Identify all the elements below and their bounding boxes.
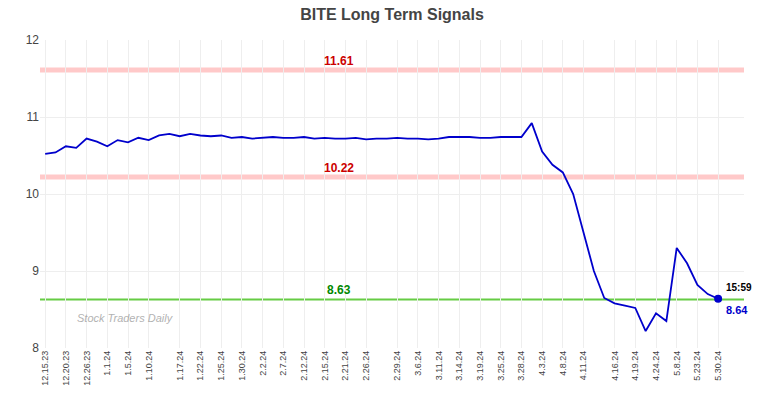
svg-text:2.29.24: 2.29.24: [392, 351, 402, 381]
svg-text:4.24.24: 4.24.24: [651, 351, 661, 381]
svg-text:9: 9: [32, 264, 39, 278]
svg-text:1.22.24: 1.22.24: [195, 351, 205, 381]
svg-text:3.14.24: 3.14.24: [454, 351, 464, 381]
svg-text:2.2.24: 2.2.24: [258, 351, 268, 376]
svg-text:11.61: 11.61: [324, 54, 354, 68]
svg-text:5.30.24: 5.30.24: [713, 351, 723, 381]
svg-text:2.21.24: 2.21.24: [340, 351, 350, 381]
svg-text:5.8.24: 5.8.24: [672, 351, 682, 376]
svg-text:3.25.24: 3.25.24: [496, 351, 506, 381]
svg-text:4.3.24: 4.3.24: [537, 351, 547, 376]
svg-text:5.23.24: 5.23.24: [692, 351, 702, 381]
svg-text:3.28.24: 3.28.24: [516, 351, 526, 381]
svg-text:1.1.24: 1.1.24: [102, 351, 112, 376]
svg-text:15:59: 15:59: [726, 282, 752, 293]
svg-text:BITE Long Term Signals: BITE Long Term Signals: [300, 6, 484, 23]
svg-text:11: 11: [27, 110, 40, 124]
svg-text:8: 8: [32, 341, 39, 355]
svg-text:12.26.23: 12.26.23: [82, 351, 92, 386]
svg-text:Stock Traders Daily: Stock Traders Daily: [77, 312, 174, 324]
svg-text:1.30.24: 1.30.24: [237, 351, 247, 381]
svg-text:2.26.24: 2.26.24: [361, 351, 371, 381]
svg-text:1.5.24: 1.5.24: [123, 351, 133, 376]
svg-text:2.7.24: 2.7.24: [278, 351, 288, 376]
svg-text:12.15.23: 12.15.23: [40, 351, 50, 386]
svg-text:8.64: 8.64: [726, 304, 748, 316]
svg-text:10.22: 10.22: [324, 161, 354, 175]
svg-text:1.10.24: 1.10.24: [144, 351, 154, 381]
svg-text:3.19.24: 3.19.24: [475, 351, 485, 381]
svg-text:2.15.24: 2.15.24: [320, 351, 330, 381]
svg-text:3.6.24: 3.6.24: [413, 351, 423, 376]
svg-text:4.19.24: 4.19.24: [630, 351, 640, 381]
svg-text:2.12.24: 2.12.24: [299, 351, 309, 381]
svg-text:4.11.24: 4.11.24: [578, 351, 588, 380]
svg-text:12: 12: [26, 33, 40, 47]
svg-text:1.17.24: 1.17.24: [175, 351, 185, 381]
svg-text:1.25.24: 1.25.24: [216, 351, 226, 381]
svg-text:4.16.24: 4.16.24: [610, 351, 620, 381]
svg-text:8.63: 8.63: [327, 283, 351, 297]
svg-text:10: 10: [26, 187, 40, 201]
svg-text:3.11.24: 3.11.24: [434, 351, 444, 380]
svg-text:12.20.23: 12.20.23: [61, 351, 71, 386]
svg-text:4.8.24: 4.8.24: [558, 351, 568, 376]
